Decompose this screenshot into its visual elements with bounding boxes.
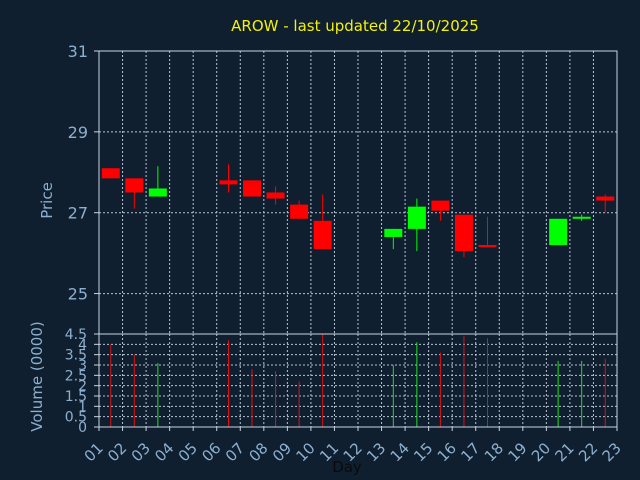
volume-grid (99, 333, 617, 428)
volume-tick-label: 1.5 (65, 389, 87, 405)
price-axis-label: Price (38, 182, 56, 219)
candle-body (148, 188, 167, 197)
price-tick-label: 29 (68, 123, 88, 142)
candle-body (549, 218, 568, 246)
candle-body (407, 206, 426, 229)
volume-tick-label: 3 (78, 358, 87, 374)
candlesticks (101, 164, 615, 258)
candle-body (219, 180, 238, 185)
candle-body (596, 196, 615, 201)
candle-body (454, 214, 473, 252)
volume-panel: 00.511.522.533.544.5 (65, 327, 618, 436)
candle-body (431, 200, 450, 211)
volume-tick-label: 2 (78, 379, 87, 395)
candle-body (384, 228, 403, 237)
chart-title: AROW - last updated 22/10/2025 (231, 17, 479, 35)
volume-tick-label: 4.5 (65, 327, 87, 343)
candle-body (243, 180, 262, 197)
volume-tick-label: 0 (78, 420, 87, 436)
volume-tick-label: 4 (78, 337, 87, 353)
volume-tick-label: 3.5 (65, 348, 87, 364)
candle-body (266, 192, 285, 199)
volume-bars (110, 334, 606, 427)
price-tick-label: 31 (68, 42, 88, 61)
candle-body (478, 245, 497, 248)
candle-body (101, 168, 120, 179)
price-tick-label: 27 (68, 204, 88, 223)
volume-tick-label: 1 (78, 399, 87, 415)
price-y-ticks: 25 27 29 31 (68, 42, 99, 304)
price-panel: 25 27 29 31 (68, 42, 618, 335)
volume-axis-label: Volume (0000) (28, 321, 46, 431)
price-grid (99, 50, 617, 334)
candle-body (313, 220, 332, 250)
candle-body (290, 204, 309, 219)
price-tick-label: 25 (68, 285, 88, 304)
candle-body (125, 178, 144, 193)
volume-tick-label: 0.5 (65, 410, 87, 426)
volume-y-ticks: 00.511.522.533.544.5 (65, 327, 99, 436)
volume-tick-label: 2.5 (65, 368, 87, 384)
x-axis-label: Day (332, 458, 362, 476)
candle-body (572, 216, 591, 219)
